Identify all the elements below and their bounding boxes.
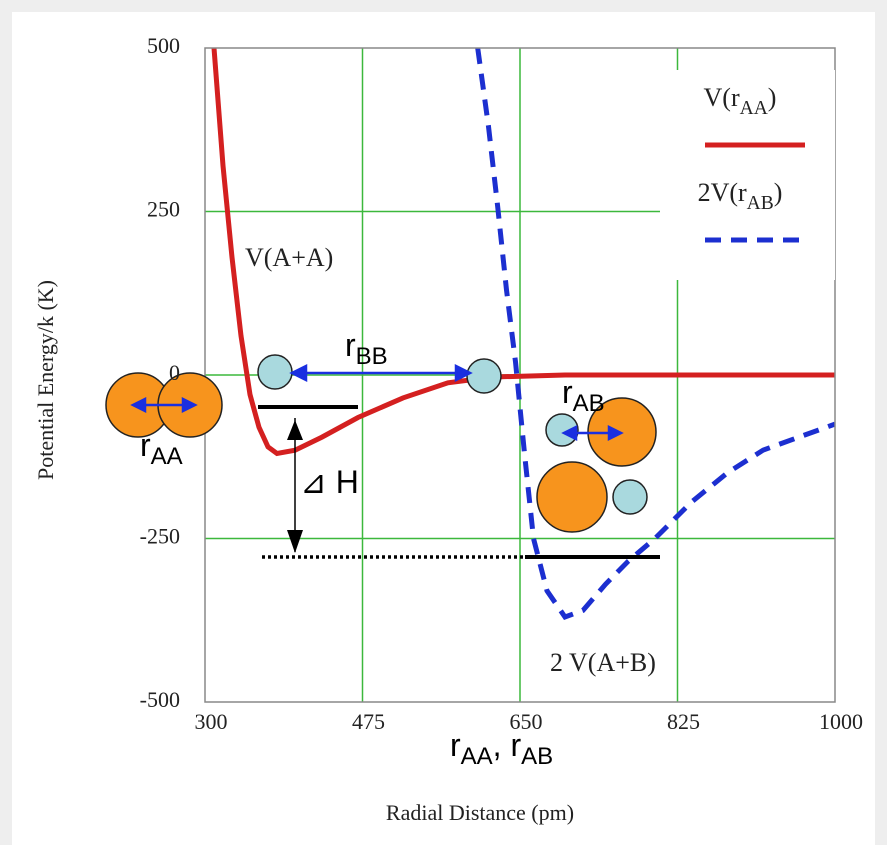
x-tick-label: 475 [352,709,385,734]
y-tick-label: -500 [140,687,180,712]
arrow-head [287,530,303,553]
delta-label: ⊿ H [300,464,359,500]
y-axis-label: Potential Energy/k (K) [33,280,58,480]
arrow-head [607,424,624,442]
curve-label: V(A+A) [245,243,333,272]
distance-label: rBB [345,327,388,370]
atom [612,479,648,515]
atom [545,413,579,447]
axis-annotation: rAA, rAB [450,727,553,770]
atom [466,358,502,394]
distance-label: rAB [562,374,605,417]
arrow-head [289,363,308,383]
x-tick-label: 1000 [819,709,863,734]
distance-label: rAA [140,427,183,470]
x-tick-label: 825 [667,709,700,734]
y-tick-label: -250 [140,524,180,549]
arrow-head [561,424,578,442]
atom [536,461,608,533]
y-tick-label: 500 [147,33,180,58]
arrow-head [130,396,147,414]
curve-label: 2 V(A+B) [550,648,656,677]
arrow-head [181,396,198,414]
atom [257,354,293,390]
x-axis-label: Radial Distance (pm) [386,800,574,825]
y-tick-label: 0 [169,360,180,385]
arrow-head [454,363,473,383]
plot-frame [204,47,836,703]
legend-background [660,70,835,280]
arrow-head [287,420,303,440]
labels: 300 475 650 825 1000 500 250 0 -250 -500 Radial Di… [33,33,863,825]
atoms [105,354,657,533]
bond-arrows [130,363,624,442]
x-tick-label: 650 [510,709,543,734]
legend-label: 2V(rAB) [698,178,783,215]
x-tick-label: 300 [195,709,228,734]
legend-label: V(rAA) [704,83,777,120]
y-tick-label: 250 [147,197,180,222]
